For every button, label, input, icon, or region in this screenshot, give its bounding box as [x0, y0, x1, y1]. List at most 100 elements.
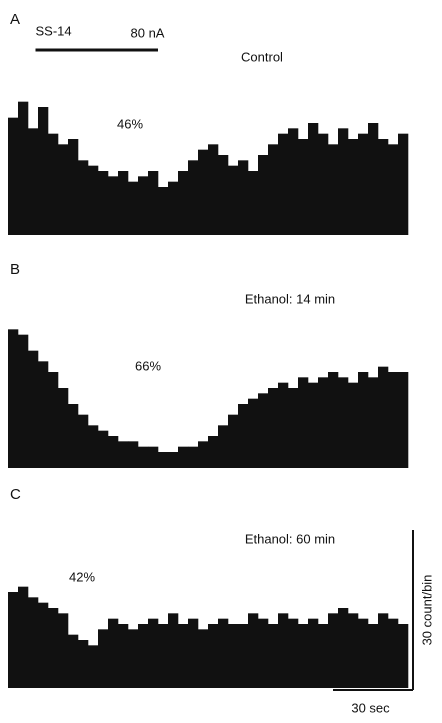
bin-bar [398, 624, 409, 688]
bin-bar [148, 618, 159, 688]
bin-bar [298, 377, 309, 468]
bin-bar [8, 117, 19, 235]
bin-bar [58, 388, 69, 468]
bin-bar [108, 618, 119, 688]
bin-bar [68, 139, 79, 235]
bin-bar [118, 624, 129, 688]
bin-bar [38, 602, 49, 688]
bin-bar [268, 144, 279, 235]
bin-bar [118, 171, 129, 235]
panel-label: C [10, 486, 21, 503]
bin-bar [348, 139, 359, 235]
bin-bar [138, 176, 149, 235]
bin-bar [258, 393, 269, 468]
bin-bar [238, 160, 249, 235]
bin-bar [278, 613, 289, 688]
stimulus-label: SS-14 [36, 23, 72, 38]
bin-bar [58, 144, 69, 235]
percent-label: 46% [117, 116, 143, 131]
bin-bar [288, 618, 299, 688]
bin-bar [338, 128, 349, 235]
bin-bar [48, 608, 59, 688]
bin-bar [358, 133, 369, 235]
bin-bar [158, 452, 169, 468]
bin-bar [398, 372, 409, 468]
bin-bar [378, 366, 389, 468]
bin-bar [88, 645, 99, 688]
bin-bar [28, 597, 39, 688]
bin-bar [318, 624, 329, 688]
bin-bar [268, 388, 279, 468]
bin-bar [158, 624, 169, 688]
bin-bar [368, 123, 379, 235]
bin-bar [248, 171, 259, 235]
bin-bar [268, 624, 279, 688]
bin-bar [68, 404, 79, 468]
bin-bar [278, 382, 289, 468]
condition-label: Ethanol: 14 min [245, 291, 335, 306]
bin-bar [178, 171, 189, 235]
bin-bar [318, 377, 329, 468]
bin-bar [358, 372, 369, 468]
bin-bar [378, 613, 389, 688]
bin-bar [218, 155, 229, 235]
bin-bar [338, 377, 349, 468]
bin-bar [188, 446, 199, 468]
bin-bar [308, 382, 319, 468]
bin-bar [368, 624, 379, 688]
bin-bar [208, 144, 219, 235]
x-scale-label: 30 sec [351, 700, 390, 715]
bin-bar [338, 608, 349, 688]
bin-bar [128, 441, 139, 468]
bin-bar [18, 101, 29, 236]
bin-bar [58, 613, 69, 688]
bin-bar [398, 133, 409, 235]
bin-bar [38, 107, 49, 235]
bin-bar [98, 430, 109, 468]
bin-bar [388, 144, 399, 235]
bin-bar [248, 613, 259, 688]
stimulus-current: 80 nA [131, 25, 165, 40]
bin-bar [128, 181, 139, 235]
bin-bar [78, 640, 89, 688]
bin-bar [18, 334, 29, 468]
bin-bar [68, 634, 79, 688]
condition-label: Ethanol: 60 min [245, 531, 335, 546]
bin-bar [198, 149, 209, 235]
bin-bar [78, 160, 89, 235]
bin-bar [348, 382, 359, 468]
bin-bar [188, 618, 199, 688]
bin-bar [118, 441, 129, 468]
percent-label: 66% [135, 358, 161, 373]
bin-bar [298, 139, 309, 235]
bin-bar [138, 446, 149, 468]
bin-bar [358, 618, 369, 688]
bin-bar [228, 414, 239, 468]
bin-bar [328, 613, 339, 688]
bin-bar [208, 624, 219, 688]
bin-bar [328, 144, 339, 235]
bin-bar [238, 404, 249, 468]
bin-bar [348, 613, 359, 688]
bin-bar [218, 425, 229, 468]
bin-bar [128, 629, 139, 688]
bin-bar [368, 377, 379, 468]
bin-bar [78, 414, 89, 468]
bin-bar [8, 329, 19, 468]
bin-bar [148, 171, 159, 235]
bin-bar [18, 586, 29, 688]
bin-bar [288, 128, 299, 235]
percent-label: 42% [69, 569, 95, 584]
bin-bar [308, 123, 319, 235]
bin-bar [198, 441, 209, 468]
bin-bar [178, 446, 189, 468]
bin-bar [388, 372, 399, 468]
bin-bar [198, 629, 209, 688]
bin-bar [168, 181, 179, 235]
bin-bar [38, 361, 49, 468]
bin-bar [158, 187, 169, 235]
y-scale-label: 30 count/bin [419, 575, 434, 646]
bin-bar [48, 372, 59, 468]
bin-bar [228, 624, 239, 688]
